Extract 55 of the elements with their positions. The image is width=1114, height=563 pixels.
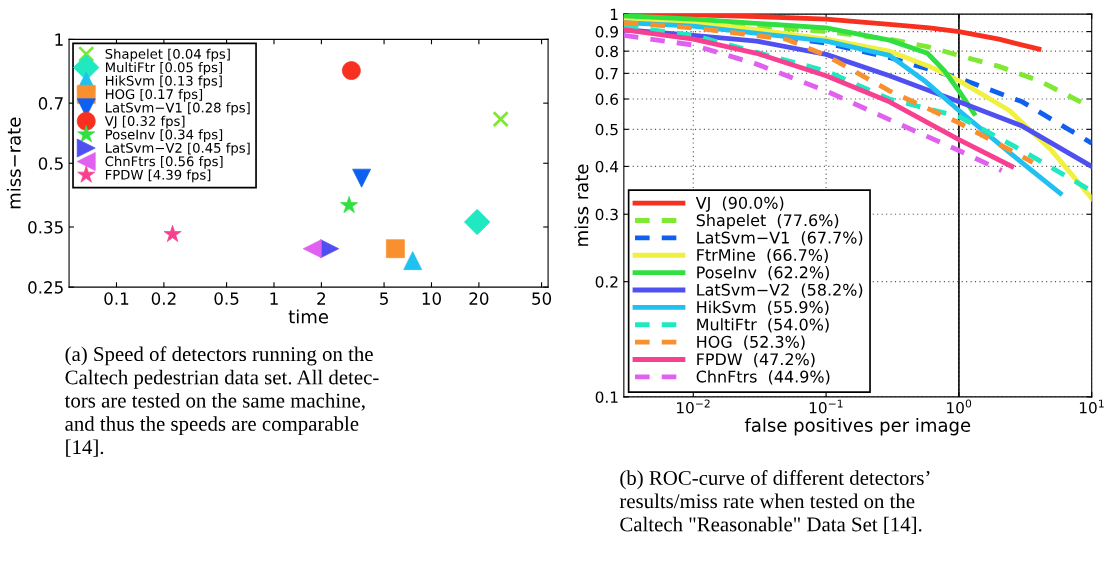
- y-tick-label: 0.6: [595, 93, 619, 106]
- y-axis-title: miss−rate: [6, 117, 21, 209]
- legend-label: LatSvm−V2 [0.45 fps]: [105, 142, 250, 156]
- legend-label: MultiFtr [0.05 fps]: [105, 62, 222, 75]
- legend-label: PoseInv (62.2%): [697, 266, 829, 281]
- legend-label: ChnFtrs [0.56 fps]: [105, 156, 223, 169]
- y-tick-label: 0.8: [595, 45, 618, 58]
- y-tick-label: 0.5: [595, 123, 618, 136]
- y-tick-label: 0.7: [595, 67, 618, 80]
- legend-label: LatSvm−V1 (67.7%): [697, 231, 863, 246]
- x-tick-label: 20: [469, 292, 489, 305]
- y-axis-title: miss rate: [574, 164, 589, 246]
- x-tick-label: 0.2: [151, 292, 176, 305]
- x-tick-label: 50: [532, 292, 552, 305]
- y-tick-label: 0.2: [595, 276, 618, 288]
- legend-label: HikSvm [0.13 fps]: [105, 75, 222, 89]
- legend-label: FtrMine (66.7%): [697, 248, 828, 263]
- text: (b) ROC-curve of different detectors’ results/miss rate when tested on the Caltech "Reasonable" Data Set [14].: [619, 470, 930, 535]
- x-tick-label: 10$^{−2}$: [677, 399, 710, 414]
- y-tick-label: 0.4: [595, 160, 619, 173]
- x-tick-label: 10$^{−1}$: [809, 399, 843, 414]
- x-tick-label: 2: [317, 292, 326, 305]
- legend-label: Shapelet (77.6%): [696, 213, 839, 230]
- x-axis-title: time: [288, 309, 329, 324]
- x-tick-label: 10$^{0}$: [947, 399, 972, 414]
- legend-label: LatSvm−V1 [0.28 fps]: [105, 102, 250, 116]
- y-tick-label: 0.1: [595, 391, 618, 403]
- x-axis-title: false positives per image: [744, 417, 971, 436]
- x-tick-label: 5: [380, 292, 388, 305]
- y-tick-label: 0.9: [595, 26, 618, 38]
- y-tick-label: 0.3: [595, 208, 618, 221]
- x-tick-label: 10$^{1}$: [1079, 399, 1104, 414]
- legend-label: HOG (52.3%): [697, 335, 805, 350]
- legend-label: ChnFtrs (44.9%): [696, 370, 830, 385]
- x-tick-label: 10: [422, 292, 441, 305]
- y-tick-label: 1: [610, 8, 618, 20]
- legend-label: PoseInv [0.34 fps]: [105, 129, 223, 142]
- x-tick-label: 1: [270, 292, 278, 305]
- legend-label: FPDW [4.39 fps]: [105, 169, 211, 183]
- y-tick-label: 0.35: [28, 220, 63, 234]
- x-tick-label: 0.5: [214, 292, 239, 305]
- legend-label: Shapelet [0.04 fps]: [105, 48, 230, 62]
- legend-label: MultiFtr (54.0%): [697, 318, 829, 333]
- y-tick-label: 0.5: [38, 157, 63, 170]
- legend-label: VJ (90.0%): [695, 196, 784, 212]
- x-tick-label: 0.1: [104, 292, 129, 305]
- legend-label: FPDW (47.2%): [697, 352, 815, 368]
- y-tick-label: 0.25: [28, 281, 63, 294]
- legend-label: HOG [0.17 fps]: [105, 88, 203, 102]
- y-tick-label: 0.7: [38, 97, 63, 110]
- legend-label: VJ [0.32 fps]: [104, 115, 185, 129]
- y-tick-label: 1: [55, 33, 63, 46]
- legend-label: LatSvm−V2 (58.2%): [697, 283, 863, 298]
- text: (a) Speed of detectors running on the Caltech pedestrian data set. All detec- tors are tested on the same machine, and thus the speeds are comparable [14].: [64, 346, 379, 457]
- legend-label: HikSvm (55.9%): [697, 300, 829, 316]
